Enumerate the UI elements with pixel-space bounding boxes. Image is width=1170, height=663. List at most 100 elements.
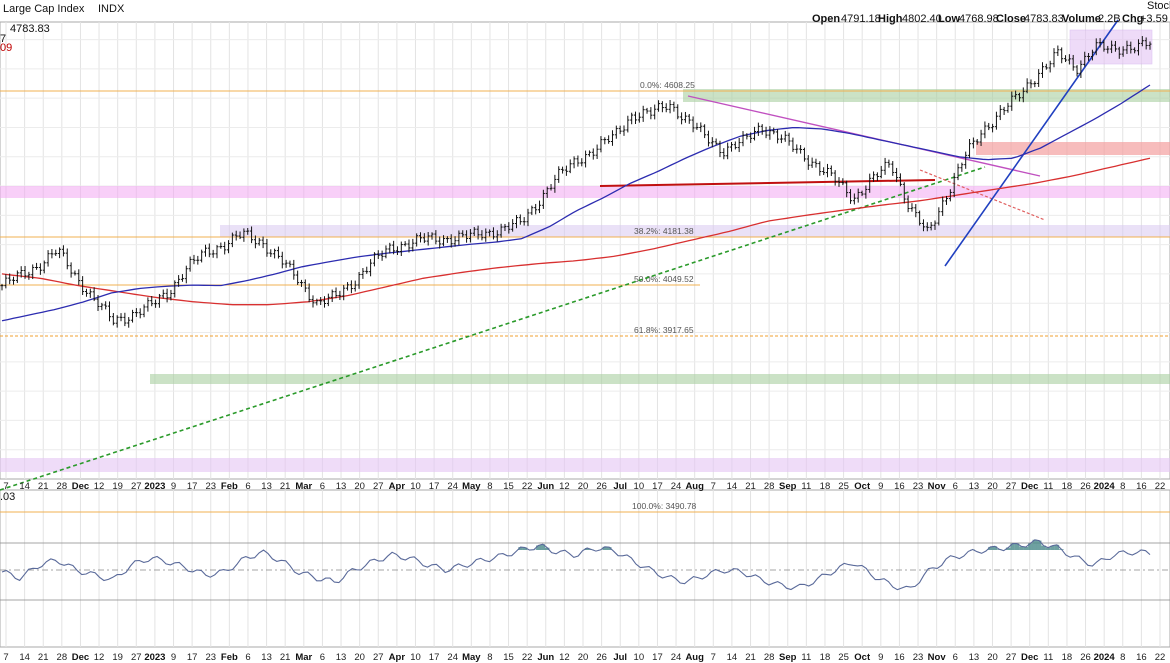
x-tick-label: 27	[131, 481, 142, 492]
rsi-x-tick-label: 2023	[144, 652, 165, 663]
rsi-x-tick-label: 16	[894, 652, 905, 663]
exchange-label: INDX	[98, 3, 125, 15]
rsi-x-tick-label: 9	[878, 652, 883, 663]
change-value: +3.59	[1140, 13, 1168, 25]
x-tick-label: Jul	[613, 481, 627, 492]
rsi-x-tick-label: 6	[953, 652, 958, 663]
x-tick-label: 6	[320, 481, 325, 492]
x-tick-label: 2023	[144, 481, 165, 492]
x-tick-label: 10	[410, 481, 421, 492]
rsi-x-tick-label: Sep	[779, 652, 797, 663]
rsi-x-tick-label: Jul	[613, 652, 627, 663]
x-tick-label: Dec	[1021, 481, 1038, 492]
sma-50-line	[1, 84, 1151, 322]
rsi-x-tick-label: 12	[94, 652, 105, 663]
fib-label-100: 100.0%: 3490.78	[632, 501, 697, 511]
x-tick-label: Oct	[854, 481, 871, 492]
x-tick-label: Apr	[389, 481, 406, 492]
close-value: 4783.83	[1024, 13, 1064, 25]
red-zone	[976, 142, 1170, 155]
x-tick-label: 6	[953, 481, 958, 492]
x-tick-label: 7	[711, 481, 716, 492]
x-tick-label: 13	[336, 481, 347, 492]
x-tick-label: 19	[112, 481, 123, 492]
x-tick-label: Dec	[72, 481, 89, 492]
x-tick-label: 11	[801, 481, 811, 492]
rsi-x-tick-label: 12	[559, 652, 570, 663]
x-tick-label: 13	[261, 481, 272, 492]
x-tick-label: 14	[727, 481, 738, 492]
x-tick-label: 16	[894, 481, 905, 492]
x-tick-label: 27	[373, 481, 384, 492]
rsi-x-tick-label: 22	[1155, 652, 1166, 663]
purple-box-recent	[1069, 29, 1153, 65]
rsi-x-tick-label: 24	[447, 652, 458, 663]
rsi-x-tick-label: 11	[801, 652, 811, 663]
rsi-x-tick-label: 17	[187, 652, 198, 663]
x-tick-label: 8	[487, 481, 492, 492]
rsi-x-tick-label: 20	[354, 652, 365, 663]
legend-fragment-2: 09	[0, 42, 12, 54]
low-value: 4768.98	[959, 13, 999, 25]
rsi-x-tick-label: May	[462, 652, 481, 663]
purple-zone-lower	[0, 458, 1170, 472]
x-tick-label: 12	[559, 481, 570, 492]
rsi-x-tick-label: 6	[320, 652, 325, 663]
rsi-x-tick-label: Mar	[295, 652, 312, 663]
rsi-panel	[0, 489, 1170, 648]
x-tick-label: 22	[1155, 481, 1166, 492]
volume-value: 2.2B	[1098, 13, 1121, 25]
x-tick-label: 9	[171, 481, 176, 492]
rsi-guides	[0, 542, 1170, 601]
rsi-x-tick-label: 27	[131, 652, 142, 663]
rsi-x-tick-label: 23	[913, 652, 924, 663]
x-tick-label: Mar	[295, 481, 312, 492]
last-value: 4783.83	[10, 23, 50, 35]
rsi-x-tick-label: 17	[429, 652, 440, 663]
green-dotted-trendline	[0, 166, 986, 491]
rsi-x-tick-label: 18	[820, 652, 831, 663]
rsi-x-tick-label: 9	[171, 652, 176, 663]
support-resistance-zones	[0, 29, 1170, 472]
x-tick-label: 24	[671, 481, 682, 492]
rsi-x-tick-label: 24	[671, 652, 682, 663]
rsi-x-tick-label: 28	[57, 652, 68, 663]
x-tick-label: 28	[764, 481, 775, 492]
sma-50-path	[1, 84, 1151, 322]
low-label: Low	[938, 13, 960, 25]
rsi-x-tick-label: 8	[487, 652, 492, 663]
magenta-zone-upper	[0, 186, 1170, 198]
x-tick-label: 26	[596, 481, 607, 492]
open-label: Open	[812, 13, 840, 25]
sma-200-line	[1, 157, 1151, 306]
x-tick-label: Aug	[685, 481, 704, 492]
x-tick-label: 7	[3, 481, 8, 492]
rsi-x-tick-label: Apr	[389, 652, 406, 663]
fib-label-618: 61.8%: 3917.65	[634, 325, 694, 335]
x-tick-label: 10	[634, 481, 645, 492]
x-tick-label: 22	[522, 481, 533, 492]
sma-200-path	[1, 157, 1151, 306]
rsi-x-tick-label: 10	[634, 652, 645, 663]
x-tick-label: 21	[38, 481, 49, 492]
rsi-x-tick-label: Aug	[685, 652, 704, 663]
brand-watermark: StockC	[1147, 0, 1170, 12]
rsi-x-tick-label: 7	[711, 652, 716, 663]
red-dashed-line	[919, 169, 1046, 221]
purple-zone-mid	[220, 225, 1170, 237]
rsi-x-tick-label: Nov	[928, 652, 947, 663]
rsi-x-tick-label: 13	[969, 652, 980, 663]
x-tick-label: May	[462, 481, 481, 492]
x-tick-label: Sep	[779, 481, 797, 492]
rsi-x-tick-label: 23	[205, 652, 216, 663]
x-tick-label: 26	[1080, 481, 1091, 492]
x-tick-label: 21	[745, 481, 756, 492]
x-tick-label: 6	[245, 481, 250, 492]
rsi-x-tick-label: 28	[764, 652, 775, 663]
volume-label: Volume	[1062, 13, 1101, 25]
rsi-x-tick-label: 21	[280, 652, 291, 663]
legend-fragment-1: 7	[0, 33, 6, 45]
rsi-x-tick-label: 14	[727, 652, 738, 663]
x-tick-label: 17	[187, 481, 198, 492]
x-tick-label: 25	[838, 481, 849, 492]
